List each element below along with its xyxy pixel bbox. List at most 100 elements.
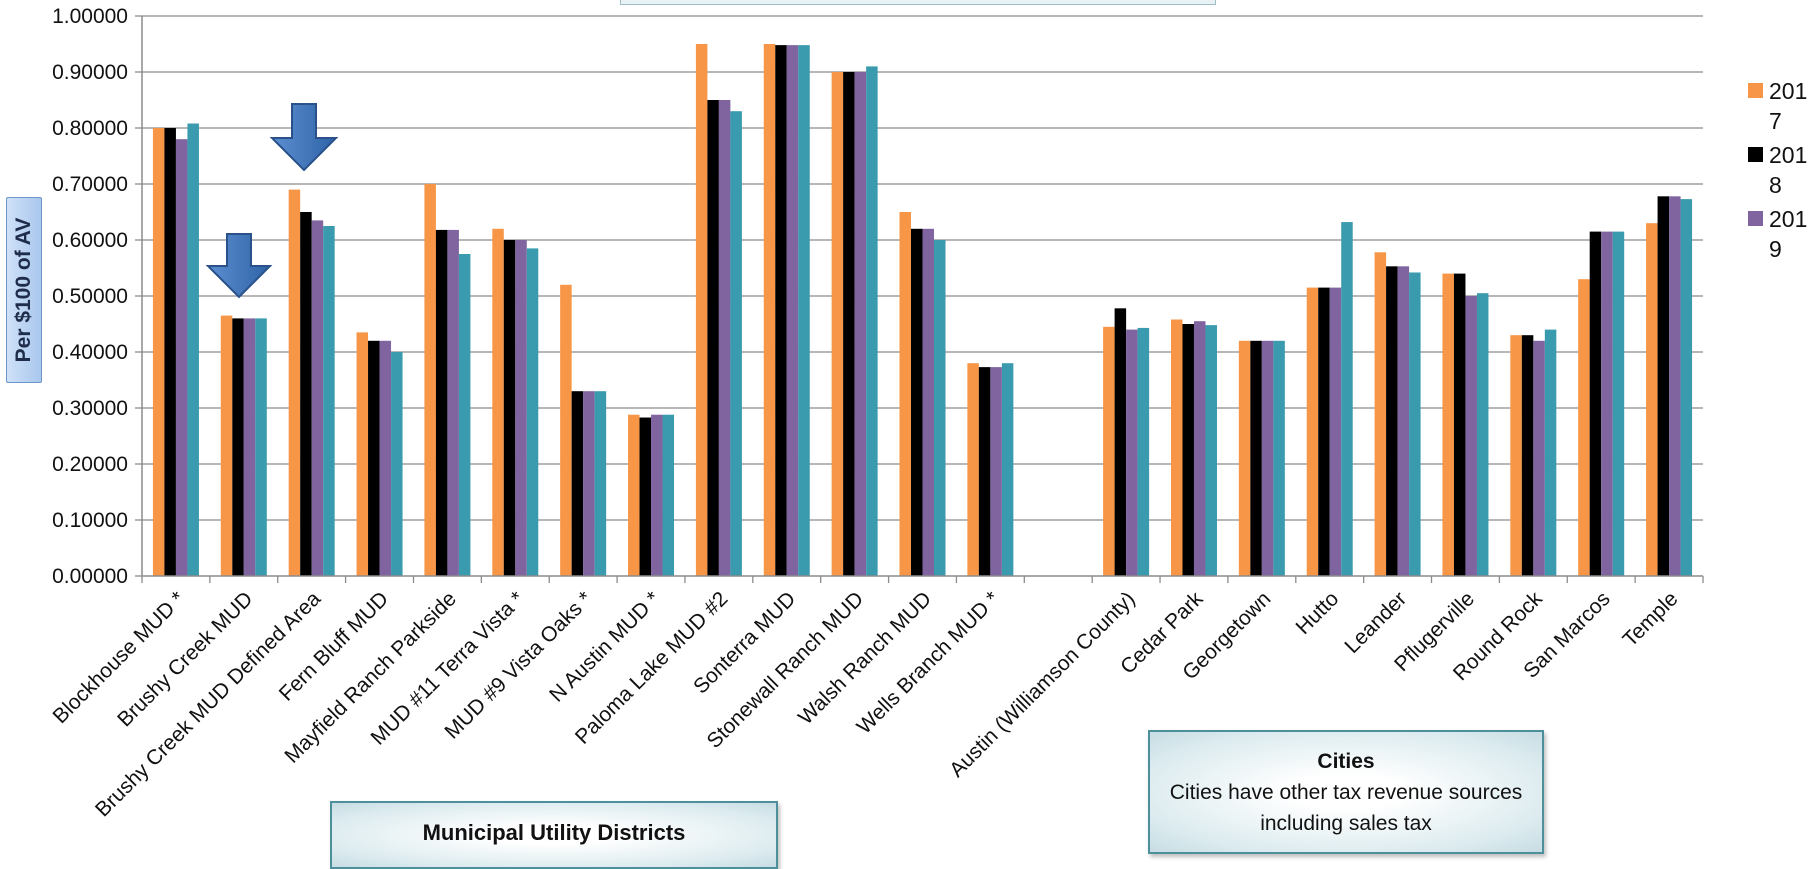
bar-series-4: [1612, 231, 1625, 576]
bar-series-4: [1273, 340, 1285, 576]
bar-2017: [763, 44, 776, 576]
y-tick-label: 0.90000: [52, 61, 128, 84]
bar-2017: [1103, 326, 1115, 576]
bar-2017: [967, 363, 979, 576]
bar-2018: [1589, 231, 1602, 576]
bar-2018: [1657, 196, 1670, 576]
cities-group-label: Cities Cities have other tax revenue sou…: [1148, 730, 1544, 854]
bar-series-4: [1680, 199, 1693, 576]
bar-2018: [639, 417, 652, 576]
bar-2017: [899, 212, 911, 576]
bar-2019: [1601, 231, 1613, 576]
legend-item-2019: 2019: [1748, 204, 1811, 264]
bar-2018: [843, 72, 855, 576]
bar-2019: [243, 318, 256, 576]
y-tick-labels: 0.00000 0.10000 0.20000 0.30000 0.40000 0.500…: [52, 5, 128, 588]
legend-swatch: [1748, 211, 1763, 226]
bar-2019: [786, 45, 799, 577]
bar-2017: [356, 332, 369, 576]
bar-2017: [560, 284, 572, 576]
legend-swatch: [1748, 147, 1763, 162]
bar-2018: [1114, 308, 1127, 576]
bar-series-4: [526, 248, 539, 576]
y-tick-label: 0.20000: [52, 453, 128, 476]
bar-2017: [1578, 279, 1590, 576]
y-axis-label: Per $100 of AV: [12, 217, 35, 363]
legend-label: 2019: [1769, 206, 1808, 262]
legend-label: 2018: [1769, 142, 1808, 198]
bar-2017: [1170, 319, 1183, 576]
bar-2017: [288, 189, 301, 576]
bar-2019: [1465, 296, 1477, 576]
legend-swatch: [1748, 83, 1763, 98]
cities-note: Cities have other tax revenue sources in…: [1169, 781, 1523, 835]
bar-2017: [152, 128, 165, 576]
bar-series-4: [1476, 293, 1489, 576]
bar-2017: [628, 414, 640, 576]
bar-2019: [311, 220, 324, 576]
bar-2019: [854, 72, 867, 576]
bar-2018: [1318, 287, 1330, 576]
bar-2019: [651, 414, 663, 576]
bar-series-4: [1544, 329, 1557, 576]
y-axis-label-box: Per $100 of AV: [6, 197, 42, 383]
bar-2018: [368, 340, 380, 576]
bar-series-4: [323, 226, 335, 576]
bar-series-4: [1409, 272, 1421, 576]
bar-series-4: [798, 45, 810, 577]
bar-2018: [435, 229, 448, 577]
x-tick-label: Temple: [1618, 587, 1682, 651]
bar-2019: [922, 228, 934, 577]
bar-2018: [232, 318, 244, 576]
bars: [152, 44, 1693, 577]
bar-series-4: [458, 254, 471, 576]
bar-series-4: [1341, 222, 1353, 576]
bar-2018: [1250, 340, 1262, 576]
bar-2017: [424, 184, 436, 576]
bar-2018: [1386, 266, 1398, 576]
bar-2019: [1533, 340, 1545, 576]
bar-2019: [990, 367, 1002, 576]
bar-2019: [1193, 321, 1206, 576]
bar-2019: [583, 391, 595, 576]
y-tick-label: 0.10000: [52, 509, 128, 532]
bar-series-4: [1205, 325, 1217, 576]
y-tick-label: 0.50000: [52, 285, 128, 308]
bar-2018: [911, 228, 923, 577]
bar-2017: [1238, 340, 1251, 576]
x-tick-label: Walsh Ranch MUD: [794, 587, 936, 729]
cities-title: Cities: [1317, 750, 1375, 773]
chart-title-box-edge: [620, 0, 1216, 5]
bar-2017: [831, 72, 844, 576]
bar-2019: [1669, 196, 1681, 576]
bar-2019: [718, 100, 731, 576]
bar-2018: [1521, 335, 1534, 576]
bar-2017: [220, 315, 233, 576]
bar-2019: [1126, 329, 1138, 576]
x-tick-label: Blockhouse MUD *: [49, 587, 190, 728]
bar-2018: [707, 100, 719, 576]
bar-2018: [1182, 324, 1194, 576]
axes: [141, 16, 1704, 583]
mud-group-label: Municipal Utility Districts: [330, 801, 778, 869]
bar-series-4: [866, 66, 878, 577]
y-tick-label: 0.30000: [52, 397, 128, 420]
y-tick-label: 0.60000: [52, 229, 128, 252]
bar-2019: [515, 240, 527, 576]
bar-2018: [164, 128, 176, 576]
bar-series-4: [662, 414, 675, 576]
bar-series-4: [1137, 327, 1150, 576]
bar-2017: [1646, 223, 1658, 576]
bar-2018: [775, 45, 787, 577]
bar-2018: [300, 212, 312, 576]
bar-2017: [1306, 287, 1319, 576]
bar-2017: [695, 44, 708, 576]
bar-2018: [1453, 273, 1466, 576]
y-tick-label: 1.00000: [52, 5, 128, 28]
y-tick-label: 0.00000: [52, 565, 128, 588]
bar-series-4: [187, 123, 199, 577]
down-arrow-icon: [269, 103, 339, 172]
bar-2019: [1397, 266, 1410, 576]
bar-series-4: [730, 111, 742, 576]
